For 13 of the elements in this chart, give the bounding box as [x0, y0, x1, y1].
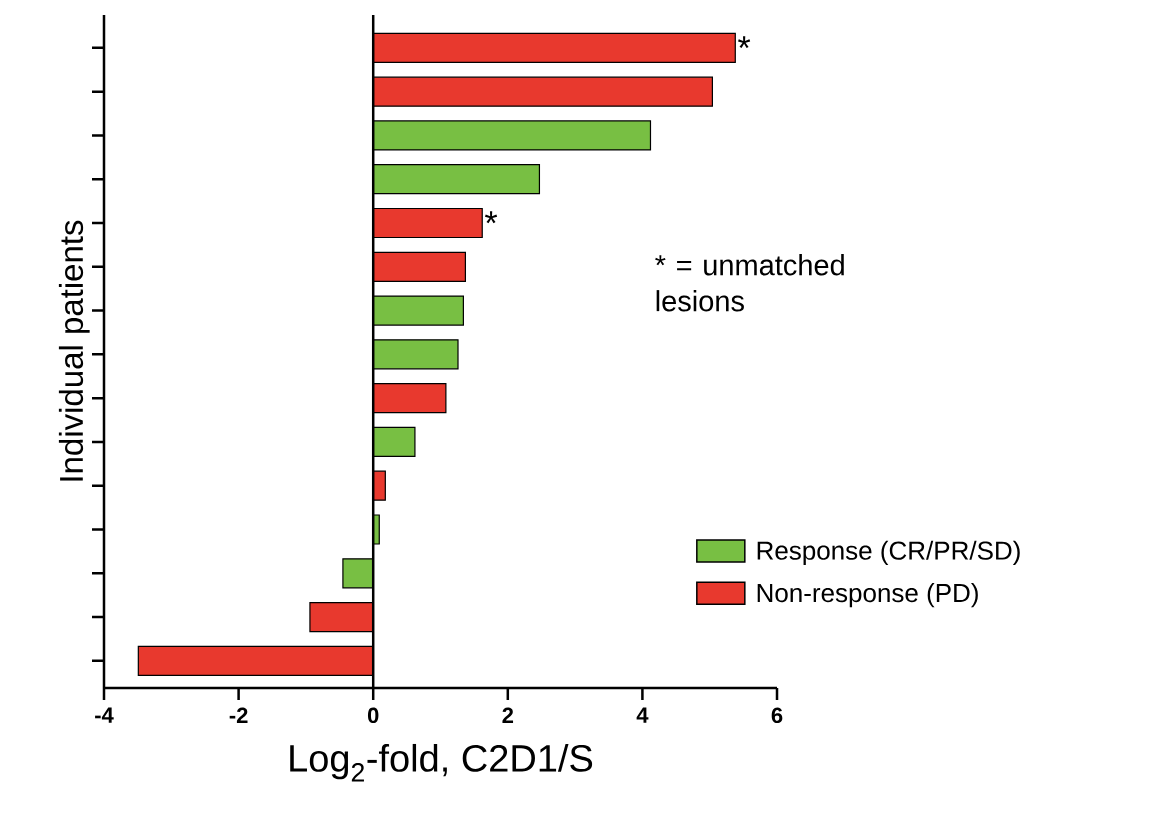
x-axis-title: Log$_{2}$-fold, C2D1/S — [290, 743, 593, 782]
x-tick-label: 0 — [367, 707, 379, 724]
x-tick-label: -4 — [95, 707, 114, 723]
x-tick-label: 4 — [636, 707, 649, 723]
x-tick-label: -2 — [229, 707, 248, 723]
x-tick-label: 6 — [771, 707, 783, 724]
legend-label: Response (CR/PR/SD) — [757, 540, 1020, 565]
annotation: * — [738, 36, 751, 49]
annotation: * — [484, 211, 498, 224]
y-axis-title: Individual patients — [58, 220, 90, 481]
annotation: * = unmatched lesions — [655, 254, 844, 312]
legend-label: Non-response (PD) — [757, 583, 978, 608]
x-tick-label: 2 — [502, 707, 514, 723]
